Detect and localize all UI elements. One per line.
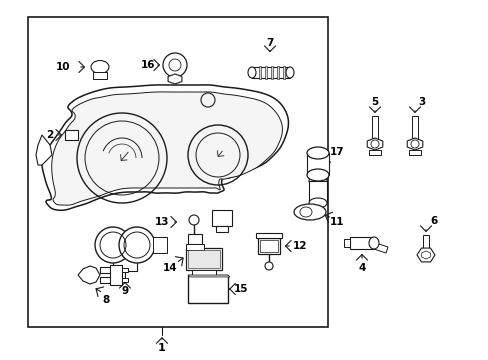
Polygon shape: [100, 267, 116, 273]
Text: 7: 7: [266, 38, 273, 48]
Ellipse shape: [368, 237, 378, 249]
Polygon shape: [256, 233, 282, 238]
Polygon shape: [52, 92, 282, 205]
Polygon shape: [366, 138, 382, 150]
Polygon shape: [276, 66, 279, 79]
Polygon shape: [373, 243, 387, 253]
Polygon shape: [270, 66, 272, 79]
Polygon shape: [259, 66, 261, 79]
Polygon shape: [168, 74, 182, 84]
Polygon shape: [251, 67, 289, 78]
Text: 13: 13: [154, 217, 169, 227]
Polygon shape: [42, 85, 288, 210]
Polygon shape: [100, 277, 116, 283]
Polygon shape: [416, 248, 434, 262]
Polygon shape: [216, 226, 227, 232]
Polygon shape: [408, 150, 420, 155]
Polygon shape: [122, 268, 128, 272]
Polygon shape: [283, 66, 285, 79]
Ellipse shape: [306, 147, 328, 159]
Text: 6: 6: [429, 216, 437, 226]
Ellipse shape: [285, 67, 293, 78]
Text: 5: 5: [370, 97, 378, 107]
Bar: [28, 17, 327, 327]
Polygon shape: [185, 244, 203, 250]
Polygon shape: [153, 237, 167, 253]
Ellipse shape: [308, 198, 326, 208]
Text: 11: 11: [329, 217, 344, 227]
Polygon shape: [260, 240, 278, 252]
Text: 1: 1: [158, 343, 165, 353]
Polygon shape: [78, 266, 100, 284]
Text: 12: 12: [292, 241, 306, 251]
Circle shape: [119, 227, 155, 263]
Polygon shape: [258, 238, 280, 254]
Polygon shape: [371, 116, 377, 144]
Polygon shape: [187, 250, 220, 268]
Polygon shape: [93, 72, 107, 79]
Ellipse shape: [293, 204, 325, 220]
Circle shape: [163, 53, 186, 77]
Text: 17: 17: [329, 147, 344, 157]
Text: 3: 3: [418, 97, 425, 107]
Circle shape: [264, 262, 272, 270]
Polygon shape: [36, 135, 52, 165]
Polygon shape: [187, 275, 229, 277]
Polygon shape: [343, 239, 349, 247]
Polygon shape: [192, 270, 216, 276]
Polygon shape: [122, 278, 128, 282]
Ellipse shape: [247, 67, 256, 78]
Polygon shape: [368, 150, 380, 155]
Polygon shape: [185, 248, 222, 270]
Text: 16: 16: [141, 60, 155, 70]
Ellipse shape: [308, 176, 326, 186]
Text: 14: 14: [163, 263, 177, 273]
Polygon shape: [306, 153, 328, 175]
Polygon shape: [349, 237, 373, 249]
Polygon shape: [411, 116, 417, 144]
Polygon shape: [187, 234, 202, 244]
Ellipse shape: [306, 169, 328, 181]
Text: 10: 10: [56, 62, 70, 72]
Polygon shape: [110, 265, 122, 285]
Text: 8: 8: [102, 295, 109, 305]
Polygon shape: [264, 66, 266, 79]
Polygon shape: [308, 181, 326, 203]
Text: 2: 2: [46, 130, 54, 140]
Polygon shape: [422, 235, 428, 255]
Circle shape: [95, 227, 131, 263]
Polygon shape: [212, 210, 231, 226]
Text: 4: 4: [358, 263, 365, 273]
Ellipse shape: [91, 60, 109, 73]
Polygon shape: [187, 275, 227, 303]
Text: 9: 9: [121, 286, 128, 296]
Polygon shape: [65, 130, 78, 140]
Polygon shape: [407, 138, 422, 150]
Text: 15: 15: [233, 284, 248, 294]
Polygon shape: [421, 251, 429, 259]
